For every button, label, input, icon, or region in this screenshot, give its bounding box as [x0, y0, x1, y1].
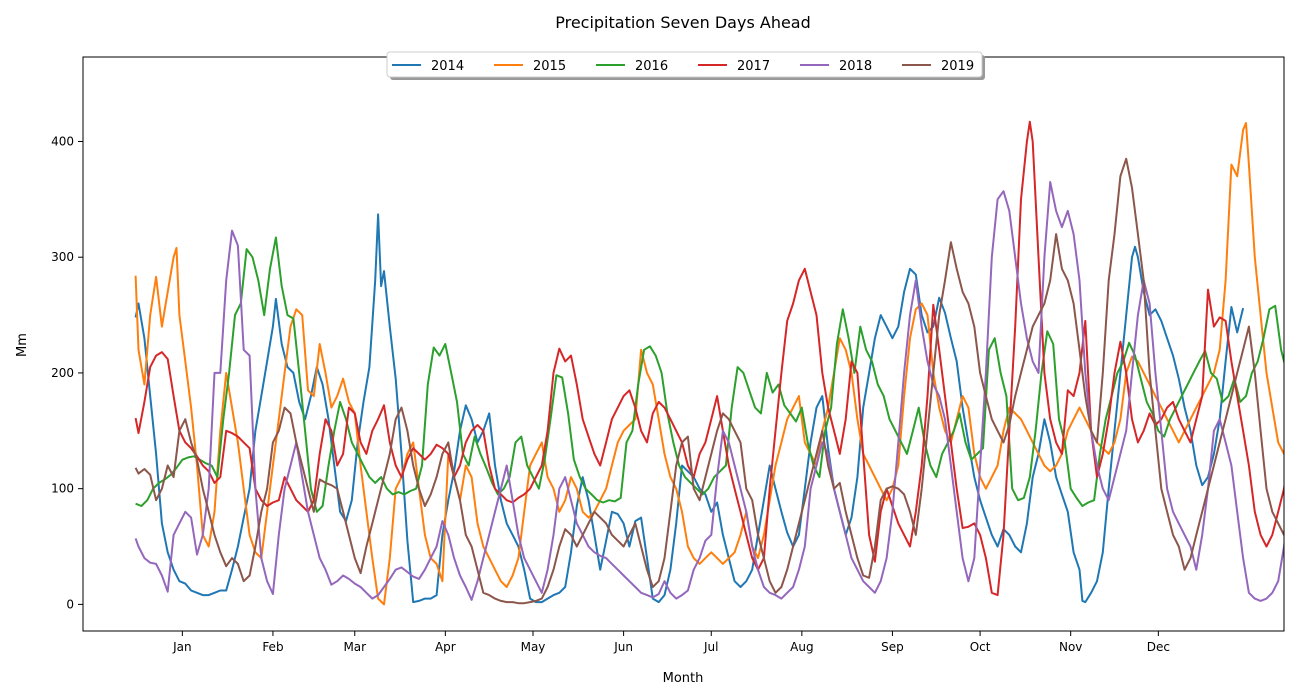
chart-title: Precipitation Seven Days Ahead — [555, 13, 811, 32]
y-tick-label: 200 — [51, 366, 74, 380]
legend-box — [386, 51, 983, 78]
y-tick-label: 0 — [66, 597, 74, 611]
x-tick-label: May — [521, 640, 546, 654]
x-tick-label: Jan — [172, 640, 192, 654]
series-layer — [134, 120, 1284, 606]
x-tick-label: Mar — [343, 640, 366, 654]
y-axis-ticks: 0 100 200 300 400 — [51, 134, 83, 611]
legend-label-2019: 2019 — [941, 59, 974, 74]
x-tick-label: Sep — [881, 640, 904, 654]
x-axis-label: Month — [663, 671, 704, 686]
y-tick-label: 300 — [51, 250, 74, 264]
x-tick-label: Dec — [1147, 640, 1170, 654]
series-line-2018 — [134, 181, 1284, 602]
series-line-2014 — [134, 213, 1245, 604]
legend-label-2014: 2014 — [431, 59, 464, 74]
x-tick-label: Feb — [262, 640, 283, 654]
x-tick-label: Nov — [1059, 640, 1082, 654]
y-tick-label: 400 — [51, 134, 74, 148]
y-tick-label: 100 — [51, 482, 74, 496]
series-line-2017 — [134, 120, 1284, 597]
x-tick-label: Jun — [613, 640, 633, 654]
x-tick-label: Apr — [435, 640, 456, 654]
legend-label-2015: 2015 — [533, 59, 566, 74]
legend-label-2017: 2017 — [737, 59, 770, 74]
series-line-2015 — [134, 122, 1284, 606]
legend-label-2016: 2016 — [635, 59, 668, 74]
y-axis-label: Mm — [15, 333, 30, 357]
legend-label-2018: 2018 — [839, 59, 872, 74]
x-tick-label: Aug — [790, 640, 813, 654]
x-tick-label: Oct — [970, 640, 991, 654]
series-line-2019 — [134, 157, 1284, 605]
x-tick-label: Jul — [703, 640, 718, 654]
legend: 2014 2015 2016 2017 2018 2019 — [386, 51, 985, 80]
x-axis-ticks: Jan Feb Mar Apr May Jun Jul Aug Sep Oct Nov Dec — [172, 631, 1170, 654]
